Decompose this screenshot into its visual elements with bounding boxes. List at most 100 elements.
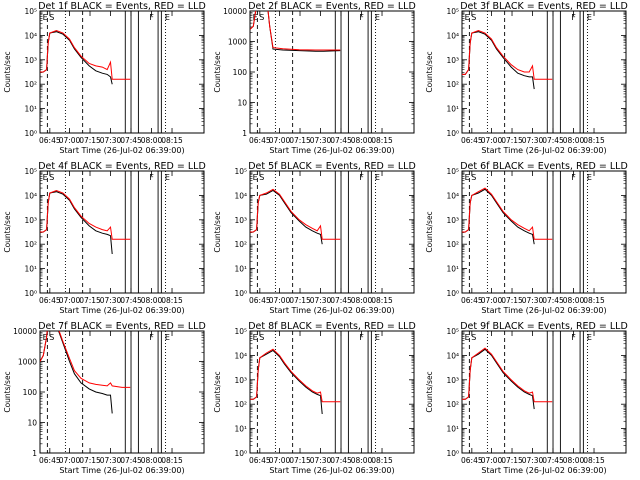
event-marker-label: F [149, 173, 154, 182]
x-tick-label: 07:15 [289, 456, 311, 465]
event-marker-label: E [43, 173, 48, 182]
lld-series-line [250, 188, 341, 240]
event-marker-label: F [571, 173, 576, 182]
y-tick-label: 10³ [24, 56, 37, 65]
event-marker-label: S [49, 13, 54, 22]
plot-frame [461, 10, 627, 134]
event-marker-label: F [571, 333, 576, 342]
lld-series-line [40, 29, 131, 80]
y-tick-label: 1000 [18, 358, 37, 367]
x-tick-label: 06:45 [249, 136, 271, 145]
x-tick-label: 07:15 [79, 136, 101, 145]
x-tick-label: 07:00 [269, 456, 291, 465]
event-marker-label: S [49, 173, 54, 182]
y-axis-label: Counts/sec [213, 51, 222, 92]
chart-panel-1: Det 1f BLACK = Events, RED = LLD 10⁰ 10¹ 10… [3, 1, 206, 155]
x-tick-label: 07:15 [289, 296, 311, 305]
x-tick-label: 08:15 [161, 456, 183, 465]
x-tick-label: 08:00 [351, 296, 373, 305]
y-tick-label: 10⁴ [234, 191, 247, 200]
y-axis-label: Counts/sec [425, 371, 434, 412]
x-tick-label: 07:15 [289, 136, 311, 145]
x-tick-label: 07:00 [481, 136, 503, 145]
event-marker-label: E [465, 173, 470, 182]
chart-panel-9: Det 9f BLACK = Events, RED = LLD 10⁰ 10¹ 10… [425, 321, 628, 475]
events-series-line [40, 331, 113, 414]
x-tick-label: 06:45 [39, 136, 61, 145]
chart-panel-5: Det 5f BLACK = Events, RED = LLD 10⁰ 10¹ 10… [213, 161, 416, 315]
event-marker-label: E [587, 173, 592, 182]
events-series-line [462, 188, 535, 245]
lld-series-line [462, 29, 553, 80]
event-marker-label: S [471, 173, 476, 182]
event-marker-label: E [253, 333, 258, 342]
event-marker-label: S [259, 173, 264, 182]
chart-title: Det 2f BLACK = Events, RED = LLD [248, 1, 416, 12]
x-axis-label: Start Time (26-Jul-02 06:39:00) [481, 146, 606, 155]
event-marker-label: E [253, 13, 258, 22]
x-tick-label: 06:45 [39, 296, 61, 305]
chart-title: Det 4f BLACK = Events, RED = LLD [38, 161, 206, 172]
event-marker-label: E [375, 173, 380, 182]
x-tick-label: 07:30 [100, 456, 122, 465]
x-tick-label: 07:45 [330, 456, 352, 465]
y-tick-label: 10⁴ [446, 351, 459, 360]
y-tick-label: 10² [446, 80, 459, 89]
chart-panel-7: Det 7f BLACK = Events, RED = LLD 1 10 100 10… [3, 321, 206, 475]
x-tick-label: 07:15 [501, 456, 523, 465]
y-tick-label: 10³ [446, 216, 459, 225]
chart-title: Det 6f BLACK = Events, RED = LLD [460, 161, 628, 172]
x-tick-label: 07:00 [59, 296, 81, 305]
x-tick-label: 07:45 [330, 136, 352, 145]
event-marker-label: E [165, 173, 170, 182]
chart-panel-3: Det 3f BLACK = Events, RED = LLD 10⁰ 10¹ 10… [425, 1, 628, 155]
event-marker-label: E [465, 13, 470, 22]
x-tick-label: 07:45 [120, 136, 142, 145]
y-tick-label: 10² [446, 400, 459, 409]
x-axis-label: Start Time (26-Jul-02 06:39:00) [59, 146, 184, 155]
event-marker-label: E [165, 13, 170, 22]
lld-series-line [250, 348, 341, 403]
y-tick-label: 10² [24, 80, 37, 89]
y-tick-label: 1 [242, 129, 247, 138]
x-tick-label: 07:00 [481, 456, 503, 465]
x-axis-label: Start Time (26-Jul-02 06:39:00) [59, 306, 184, 315]
lld-series-line [462, 187, 553, 240]
y-tick-label: 10⁵ [446, 7, 459, 16]
x-tick-label: 07:30 [310, 136, 332, 145]
x-tick-label: 07:15 [501, 296, 523, 305]
plot-frame [39, 170, 205, 294]
event-marker-label: S [259, 333, 264, 342]
x-axis-label: Start Time (26-Jul-02 06:39:00) [481, 306, 606, 315]
y-tick-label: 10² [446, 240, 459, 249]
y-tick-label: 10⁰ [234, 289, 247, 298]
x-tick-label: 07:45 [120, 296, 142, 305]
y-axis-label: Counts/sec [425, 211, 434, 252]
event-marker-label: S [471, 13, 476, 22]
y-axis-label: Counts/sec [3, 51, 12, 92]
y-tick-label: 10⁰ [24, 129, 37, 138]
x-tick-label: 08:00 [563, 136, 585, 145]
x-tick-label: 06:45 [461, 296, 483, 305]
y-tick-label: 10⁰ [446, 129, 459, 138]
y-tick-label: 10 [27, 419, 37, 428]
x-tick-label: 07:00 [481, 296, 503, 305]
x-tick-label: 07:45 [120, 456, 142, 465]
event-marker-label: E [43, 333, 48, 342]
lld-series-line [40, 331, 131, 388]
y-tick-label: 10⁴ [446, 31, 459, 40]
y-tick-label: 10⁰ [234, 449, 247, 458]
y-tick-label: 10⁵ [446, 167, 459, 176]
event-marker-label: F [359, 13, 364, 22]
x-tick-label: 08:15 [371, 136, 393, 145]
y-tick-label: 10⁰ [24, 289, 37, 298]
y-tick-label: 10⁵ [234, 327, 247, 336]
x-axis-label: Start Time (26-Jul-02 06:39:00) [269, 306, 394, 315]
x-axis-label: Start Time (26-Jul-02 06:39:00) [481, 466, 606, 475]
y-axis-label: Counts/sec [213, 211, 222, 252]
events-series-line [462, 31, 535, 90]
